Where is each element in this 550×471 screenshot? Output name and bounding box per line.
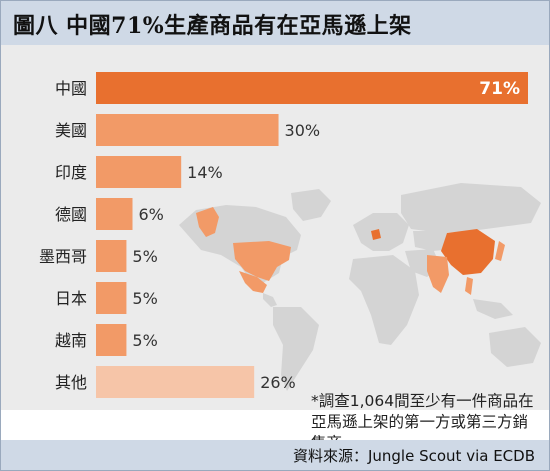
world-map-background — [179, 183, 541, 391]
bar — [96, 198, 133, 230]
source-bar: 資料來源：Jungle Scout via ECDB — [1, 440, 549, 470]
map-usa — [233, 241, 291, 281]
map-mexico — [239, 271, 267, 293]
value-label: 30% — [285, 121, 321, 140]
bar — [96, 324, 127, 356]
value-label: 14% — [187, 163, 223, 182]
map-south-america — [273, 307, 319, 391]
map-india — [427, 255, 449, 293]
source-credit: 資料來源：Jungle Scout via ECDB — [292, 447, 535, 465]
map-central-america — [263, 293, 277, 307]
map-greenland — [291, 189, 331, 221]
bar — [96, 240, 127, 272]
category-label: 美國 — [55, 121, 87, 140]
chart-area: 中國美國印度德國墨西哥日本越南其他 71% 30% 14% 6% 5% 5% 5% 26% *… — [1, 45, 549, 452]
category-label: 墨西哥 — [39, 247, 87, 266]
bar — [96, 114, 279, 146]
map-southeast-asia — [473, 299, 513, 319]
bar — [96, 72, 528, 104]
map-china — [441, 229, 495, 275]
value-label: 5% — [132, 289, 157, 308]
category-label: 越南 — [55, 331, 87, 350]
chart-title: 圖八 中國71%生產商品有在亞馬遜上架 — [13, 13, 412, 39]
map-germany — [371, 229, 381, 240]
bar — [96, 156, 182, 188]
map-alaska — [196, 207, 219, 237]
value-label: 71% — [479, 79, 520, 99]
category-label: 其他 — [55, 373, 87, 392]
map-europe — [353, 213, 409, 251]
map-japan — [495, 241, 505, 261]
title-bar: 圖八 中國71%生產商品有在亞馬遜上架 — [1, 1, 549, 45]
category-label: 日本 — [55, 289, 87, 308]
value-label: 6% — [139, 205, 164, 224]
map-russia — [401, 183, 541, 233]
category-label: 印度 — [55, 163, 87, 182]
category-label: 中國 — [55, 79, 87, 98]
value-label: 5% — [132, 247, 157, 266]
map-vietnam — [465, 277, 473, 295]
value-label: 5% — [132, 331, 157, 350]
survey-footnote: *調查1,064間至少有一件商品在亞馬遜上架的第一方或第三方銷售商 — [311, 392, 534, 452]
value-labels: 71% 30% 14% 6% 5% 5% 5% 26% — [132, 79, 520, 392]
bar — [96, 366, 255, 398]
category-label: 德國 — [55, 205, 87, 224]
map-africa — [349, 255, 419, 345]
map-australia — [489, 327, 541, 367]
bar — [96, 282, 127, 314]
bars — [96, 72, 528, 398]
value-label: 26% — [260, 373, 296, 392]
